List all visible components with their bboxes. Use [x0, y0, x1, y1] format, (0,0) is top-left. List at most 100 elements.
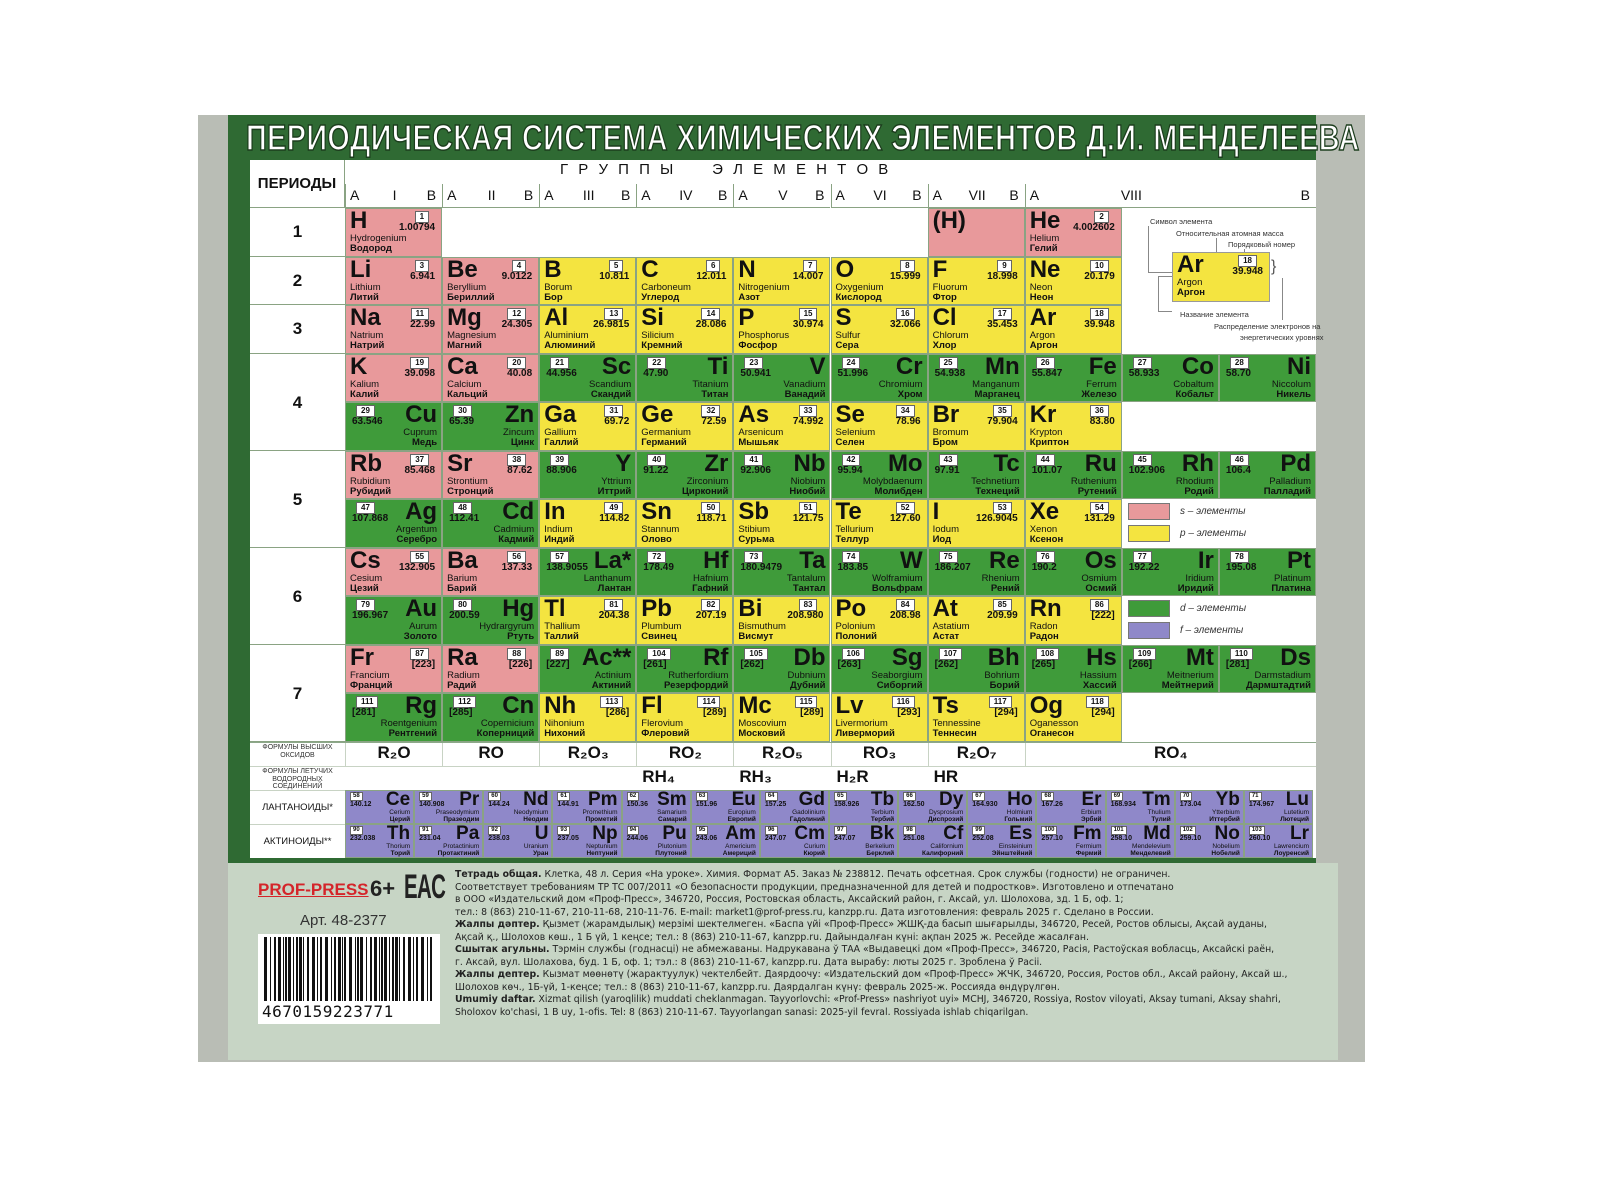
- element-cell-Mg[interactable]: Mg 12 24.305 Magnesium Магний: [442, 305, 540, 354]
- element-cell-Te[interactable]: Te 52 127.60 Tellurium Теллур: [830, 499, 928, 548]
- element-cell-Ho[interactable]: Ho 67 164.930 Holmium Гольмий: [967, 790, 1037, 824]
- element-cell-He[interactable]: He 2 4.002602 Helium Гелий: [1024, 208, 1122, 257]
- element-cell-Ba[interactable]: Ba 56 137.33 Barium Барий: [442, 547, 540, 596]
- element-cell-Ir[interactable]: Ir 77 192.22 Iridium Иридий: [1121, 547, 1219, 596]
- element-cell-Bk[interactable]: Bk 97 247.07 Berkelium Берклий: [829, 824, 899, 858]
- element-cell-Be[interactable]: Be 4 9.0122 Beryllium Бериллий: [442, 256, 540, 305]
- element-cell-Ts[interactable]: Ts 117 [294] Tennessine Теннесин: [927, 693, 1025, 742]
- element-cell-Tb[interactable]: Tb 65 158.926 Terbium Тербий: [829, 790, 899, 824]
- element-cell-Pu[interactable]: Pu 94 244.06 Plutonium Плутоний: [621, 824, 691, 858]
- element-cell-Sb[interactable]: Sb 51 121.75 Stibium Сурьма: [733, 499, 831, 548]
- element-cell-Cn[interactable]: Cn 112 [285] Copernicium Коперниций: [442, 693, 540, 742]
- element-cell-Mc[interactable]: Mc 115 [289] Moscovium Московий: [733, 693, 831, 742]
- element-cell-Th[interactable]: Th 90 232.038 Thorium Торий: [345, 824, 415, 858]
- element-cell-Og[interactable]: Og 118 [294] Oganesson Оганесон: [1024, 693, 1122, 742]
- element-cell-Gd[interactable]: Gd 64 157.25 Gadolinium Гадолиний: [759, 790, 829, 824]
- element-cell-Nb[interactable]: Nb 41 92.906 Niobium Ниобий: [733, 450, 831, 499]
- element-cell-Mt[interactable]: Mt 109 [266] Meitnerium Мейтнерий: [1121, 644, 1219, 693]
- element-cell-At[interactable]: At 85 209.99 Astatium Астат: [927, 596, 1025, 645]
- element-cell-Yb[interactable]: Yb 70 173.04 Ytterbium Иттербий: [1174, 790, 1244, 824]
- element-cell-Xe[interactable]: Xe 54 131.29 Xenon Ксенон: [1024, 499, 1122, 548]
- element-cell-Pm[interactable]: Pm 61 144.91 Promethium Прометий: [552, 790, 622, 824]
- element-cell-Ne[interactable]: Ne 10 20.179 Neon Неон: [1024, 256, 1122, 305]
- element-cell-Fm[interactable]: Fm 100 257.10 Fermium Фермий: [1036, 824, 1106, 858]
- element-cell-Tm[interactable]: Tm 69 168.934 Thulium Тулий: [1105, 790, 1175, 824]
- element-cell-H[interactable]: H 1 1.00794 Hydrogenium Водород: [345, 208, 443, 257]
- element-cell-Br[interactable]: Br 35 79.904 Bromum Бром: [927, 402, 1025, 451]
- element-cell-S[interactable]: S 16 32.066 Sulfur Сера: [830, 305, 928, 354]
- element-cell-Fr[interactable]: Fr 87 [223] Francium Франций: [345, 644, 443, 693]
- element-cell-Np[interactable]: Np 93 237.05 Neptunium Нептуний: [552, 824, 622, 858]
- element-cell-Pr[interactable]: Pr 59 140.908 Praseodymium Празеодим: [414, 790, 484, 824]
- element-cell-Tl[interactable]: Tl 81 204.38 Thallium Таллий: [539, 596, 637, 645]
- element-cell-Co[interactable]: Co 27 58.933 Cobaltum Кобальт: [1121, 353, 1219, 402]
- element-cell-Md[interactable]: Md 101 258.10 Mendelevium Менделевий: [1105, 824, 1175, 858]
- element-cell-Zr[interactable]: Zr 40 91.22 Zirconium Цирконий: [636, 450, 734, 499]
- element-cell-As[interactable]: As 33 74.992 Arsenicum Мышьяк: [733, 402, 831, 451]
- element-cell-Y[interactable]: Y 39 88.906 Yttrium Иттрий: [539, 450, 637, 499]
- element-cell-Sn[interactable]: Sn 50 118.71 Stannum Олово: [636, 499, 734, 548]
- element-cell-Hg[interactable]: Hg 80 200.59 Hydrargyrum Ртуть: [442, 596, 540, 645]
- element-cell-Pb[interactable]: Pb 82 207.19 Plumbum Свинец: [636, 596, 734, 645]
- element-cell-Rh[interactable]: Rh 45 102.906 Rhodium Родий: [1121, 450, 1219, 499]
- element-cell-Sc[interactable]: Sc 21 44.956 Scandium Скандий: [539, 353, 637, 402]
- element-cell-Ta[interactable]: Ta 73 180.9479 Tantalum Тантал: [733, 547, 831, 596]
- element-cell-F[interactable]: F 9 18.998 Fluorum Фтор: [927, 256, 1025, 305]
- element-cell-Nd[interactable]: Nd 60 144.24 Neodymium Неодим: [483, 790, 553, 824]
- element-cell-Sg[interactable]: Sg 106 [263] Seaborgium Сиборгий: [830, 644, 928, 693]
- element-cell-Rg[interactable]: Rg 111 [281] Roentgenium Рентгений: [345, 693, 443, 742]
- element-cell-Bh[interactable]: Bh 107 [262] Bohrium Борий: [927, 644, 1025, 693]
- element-cell-Zn[interactable]: Zn 30 65.39 Zincum Цинк: [442, 402, 540, 451]
- element-cell-Au[interactable]: Au 79 196.967 Aurum Золото: [345, 596, 443, 645]
- element-cell-Lv[interactable]: Lv 116 [293] Livermorium Ливерморий: [830, 693, 928, 742]
- element-cell-Tc[interactable]: Tc 43 97.91 Technetium Технеций: [927, 450, 1025, 499]
- element-cell-Na[interactable]: Na 11 22.99 Natrium Натрий: [345, 305, 443, 354]
- element-cell-Cd[interactable]: Cd 48 112.41 Cadmium Кадмий: [442, 499, 540, 548]
- element-cell-Fl[interactable]: Fl 114 [289] Flerovium Флеровий: [636, 693, 734, 742]
- element-cell-Mn[interactable]: Mn 25 54.938 Manganum Марганец: [927, 353, 1025, 402]
- element-cell-Ra[interactable]: Ra 88 [226] Radium Радий: [442, 644, 540, 693]
- element-cell-Mo[interactable]: Mo 42 95.94 Molybdaenum Молибден: [830, 450, 928, 499]
- element-cell-Dy[interactable]: Dy 66 162.50 Dysprosium Диспрозий: [898, 790, 968, 824]
- element-cell-Ni[interactable]: Ni 28 58.70 Niccolum Никель: [1218, 353, 1316, 402]
- element-cell-O[interactable]: O 8 15.999 Oxygenium Кислород: [830, 256, 928, 305]
- element-cell-Am[interactable]: Am 95 243.06 Americium Америций: [690, 824, 760, 858]
- element-cell-Rf[interactable]: Rf 104 [261] Rutherfordium Резерфордий: [636, 644, 734, 693]
- element-cell-Ge[interactable]: Ge 32 72.59 Germanium Германий: [636, 402, 734, 451]
- element-cell-Kr[interactable]: Kr 36 83.80 Krypton Криптон: [1024, 402, 1122, 451]
- element-cell-Eu[interactable]: Eu 63 151.96 Europium Европий: [690, 790, 760, 824]
- element-cell-Al[interactable]: Al 13 26.9815 Aluminium Алюминий: [539, 305, 637, 354]
- element-cell-Cs[interactable]: Cs 55 132.905 Cesium Цезий: [345, 547, 443, 596]
- element-cell-Se[interactable]: Se 34 78.96 Selenium Селен: [830, 402, 928, 451]
- element-cell-In[interactable]: In 49 114.82 Indium Индий: [539, 499, 637, 548]
- element-cell-V[interactable]: V 23 50.941 Vanadium Ванадий: [733, 353, 831, 402]
- element-cell-U[interactable]: U 92 238.03 Uranium Уран: [483, 824, 553, 858]
- element-cell-W[interactable]: W 74 183.85 Wolframium Вольфрам: [830, 547, 928, 596]
- element-cell-Nh[interactable]: Nh 113 [286] Nihonium Нихоний: [539, 693, 637, 742]
- element-cell-Pd[interactable]: Pd 46 106.4 Palladium Палладий: [1218, 450, 1316, 499]
- element-cell-C[interactable]: C 6 12.011 Carboneum Углерод: [636, 256, 734, 305]
- element-cell-H[interactable]: (H): [927, 208, 1025, 257]
- element-cell-I[interactable]: I 53 126.9045 Iodum Иод: [927, 499, 1025, 548]
- element-cell-B[interactable]: B 5 10.811 Borum Бор: [539, 256, 637, 305]
- element-cell-Sr[interactable]: Sr 38 87.62 Strontium Стронций: [442, 450, 540, 499]
- element-cell-Ti[interactable]: Ti 22 47.90 Titanium Титан: [636, 353, 734, 402]
- element-cell-Ac[interactable]: Ac** 89 [227] Actinium Актиний: [539, 644, 637, 693]
- element-cell-Es[interactable]: Es 99 252.08 Einsteinium Эйнштейний: [967, 824, 1037, 858]
- element-cell-N[interactable]: N 7 14.007 Nitrogenium Азот: [733, 256, 831, 305]
- element-cell-K[interactable]: K 19 39.098 Kalium Калий: [345, 353, 443, 402]
- element-cell-Pt[interactable]: Pt 78 195.08 Platinum Платина: [1218, 547, 1316, 596]
- element-cell-Os[interactable]: Os 76 190.2 Osmium Осмий: [1024, 547, 1122, 596]
- element-cell-Rb[interactable]: Rb 37 85.468 Rubidium Рубидий: [345, 450, 443, 499]
- element-cell-Ds[interactable]: Ds 110 [281] Darmstadium Дармштадтий: [1218, 644, 1316, 693]
- element-cell-Hf[interactable]: Hf 72 178.49 Hafnium Гафний: [636, 547, 734, 596]
- element-cell-Rn[interactable]: Rn 86 [222] Radon Радон: [1024, 596, 1122, 645]
- element-cell-Cf[interactable]: Cf 98 251.08 Californium Калифорний: [898, 824, 968, 858]
- element-cell-Si[interactable]: Si 14 28.086 Silicium Кремний: [636, 305, 734, 354]
- element-cell-Ce[interactable]: Ce 58 140.12 Cerium Церий: [345, 790, 415, 824]
- element-cell-Cu[interactable]: Cu 29 63.546 Cuprum Медь: [345, 402, 443, 451]
- element-cell-Sm[interactable]: Sm 62 150.36 Samarium Самарий: [621, 790, 691, 824]
- element-cell-La[interactable]: La* 57 138.9055 Lanthanum Лантан: [539, 547, 637, 596]
- element-cell-Ga[interactable]: Ga 31 69.72 Gallium Галлий: [539, 402, 637, 451]
- element-cell-No[interactable]: No 102 259.10 Nobelium Нобелий: [1174, 824, 1244, 858]
